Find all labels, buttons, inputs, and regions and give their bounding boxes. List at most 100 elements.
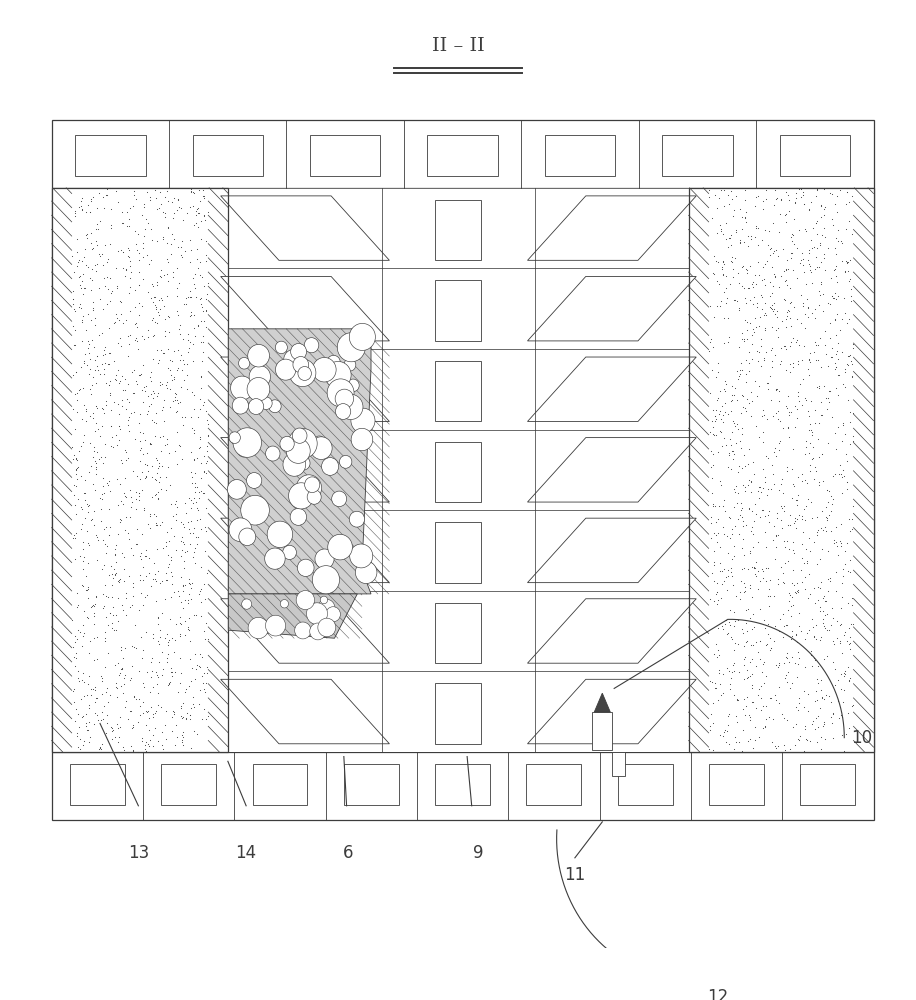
Point bbox=[829, 534, 844, 550]
Point bbox=[104, 577, 119, 593]
Point bbox=[739, 265, 754, 281]
Point bbox=[758, 320, 772, 336]
Point bbox=[134, 366, 148, 382]
Point bbox=[720, 545, 735, 561]
Point bbox=[731, 421, 746, 437]
Point bbox=[183, 633, 198, 649]
Point bbox=[810, 524, 824, 540]
Point bbox=[714, 687, 728, 703]
Point bbox=[709, 527, 724, 543]
Point bbox=[819, 648, 834, 664]
Point bbox=[73, 691, 88, 707]
Point bbox=[113, 709, 127, 725]
Point bbox=[126, 717, 141, 733]
Point bbox=[146, 278, 160, 294]
Point bbox=[95, 670, 110, 686]
Point bbox=[164, 194, 179, 210]
Point bbox=[89, 461, 104, 477]
Point bbox=[764, 300, 779, 316]
Point bbox=[834, 233, 849, 249]
Point bbox=[833, 617, 847, 633]
Point bbox=[94, 686, 109, 702]
Point bbox=[712, 498, 726, 514]
Point bbox=[90, 348, 104, 364]
Point bbox=[137, 589, 152, 605]
Point bbox=[781, 420, 796, 436]
Point bbox=[108, 675, 123, 691]
Point bbox=[816, 303, 831, 319]
Point bbox=[72, 269, 87, 285]
Point bbox=[706, 593, 721, 609]
Point bbox=[746, 279, 760, 295]
Point bbox=[802, 201, 816, 217]
Point bbox=[758, 305, 772, 321]
Point bbox=[79, 403, 93, 419]
Point bbox=[118, 442, 133, 458]
Point bbox=[818, 346, 833, 362]
Point bbox=[152, 292, 167, 308]
Point bbox=[199, 615, 213, 631]
Point bbox=[85, 300, 100, 316]
Point bbox=[90, 651, 104, 667]
Point bbox=[187, 422, 202, 438]
Point bbox=[76, 737, 91, 753]
Point bbox=[190, 726, 204, 742]
Point bbox=[126, 385, 141, 401]
Point bbox=[729, 495, 744, 511]
Point bbox=[823, 349, 838, 365]
Point bbox=[146, 390, 160, 406]
Point bbox=[174, 347, 189, 363]
Point bbox=[140, 215, 155, 231]
Point bbox=[789, 626, 803, 642]
Point bbox=[829, 380, 844, 396]
Point bbox=[85, 241, 100, 257]
Point bbox=[117, 488, 132, 504]
Point bbox=[113, 373, 127, 389]
Point bbox=[791, 644, 805, 660]
Point bbox=[765, 359, 780, 375]
Point bbox=[77, 549, 92, 565]
Point bbox=[154, 290, 169, 306]
Point bbox=[838, 264, 853, 280]
Point bbox=[168, 392, 182, 408]
Point bbox=[791, 656, 805, 672]
Point bbox=[797, 264, 812, 280]
Point bbox=[136, 199, 151, 215]
Point bbox=[835, 311, 850, 327]
Point bbox=[702, 189, 716, 205]
Point bbox=[175, 212, 190, 228]
Point bbox=[169, 403, 184, 419]
Point bbox=[726, 415, 741, 431]
Point bbox=[745, 393, 759, 409]
Point bbox=[151, 609, 166, 625]
Point bbox=[150, 490, 165, 506]
Point bbox=[151, 610, 166, 626]
Point bbox=[829, 291, 844, 307]
Point bbox=[158, 717, 172, 733]
Point bbox=[71, 622, 85, 638]
Point bbox=[813, 729, 828, 745]
Point bbox=[823, 570, 837, 586]
Point bbox=[780, 463, 794, 479]
Point bbox=[733, 362, 747, 378]
Text: II – II: II – II bbox=[431, 37, 485, 55]
Point bbox=[123, 258, 137, 274]
Point bbox=[724, 560, 738, 576]
Point bbox=[130, 242, 145, 258]
Point bbox=[138, 734, 153, 750]
Point bbox=[69, 478, 83, 494]
Point bbox=[175, 451, 190, 467]
Point bbox=[154, 737, 169, 753]
Circle shape bbox=[325, 361, 351, 388]
Point bbox=[154, 402, 169, 418]
Point bbox=[809, 215, 823, 231]
Point bbox=[193, 290, 208, 306]
Point bbox=[141, 329, 156, 345]
Point bbox=[194, 299, 209, 315]
Point bbox=[158, 209, 172, 225]
Point bbox=[813, 394, 828, 410]
Circle shape bbox=[349, 511, 365, 527]
Point bbox=[792, 732, 807, 748]
Point bbox=[797, 320, 812, 336]
Point bbox=[801, 590, 815, 606]
